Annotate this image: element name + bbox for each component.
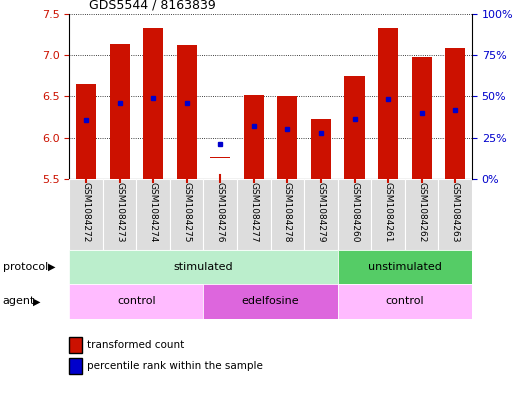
Text: GSM1084279: GSM1084279	[317, 182, 325, 243]
Text: GSM1084263: GSM1084263	[451, 182, 460, 243]
Text: stimulated: stimulated	[174, 262, 233, 272]
Bar	[278, 96, 298, 179]
Bar	[143, 28, 163, 179]
Text: GSM1084278: GSM1084278	[283, 182, 292, 243]
Text: ▶: ▶	[33, 296, 41, 307]
Text: transformed count: transformed count	[87, 340, 185, 350]
Text: unstimulated: unstimulated	[368, 262, 442, 272]
Text: ▶: ▶	[48, 262, 55, 272]
Bar	[445, 48, 465, 179]
Text: control: control	[386, 296, 424, 307]
Bar	[411, 57, 432, 179]
Text: GSM1084272: GSM1084272	[82, 182, 90, 243]
Bar	[338, 284, 472, 319]
Bar	[338, 250, 472, 284]
Bar	[237, 179, 271, 250]
Bar	[103, 179, 136, 250]
Bar	[176, 45, 197, 179]
Text: GSM1084261: GSM1084261	[384, 182, 392, 243]
Bar	[69, 179, 103, 250]
Bar	[405, 179, 439, 250]
Text: protocol: protocol	[3, 262, 48, 272]
Text: GSM1084275: GSM1084275	[182, 182, 191, 243]
Bar	[136, 179, 170, 250]
Bar	[311, 119, 331, 179]
Bar	[170, 179, 204, 250]
Bar	[69, 284, 204, 319]
Text: percentile rank within the sample: percentile rank within the sample	[87, 361, 263, 371]
Bar	[371, 179, 405, 250]
Text: GSM1084274: GSM1084274	[149, 182, 157, 243]
Text: GSM1084260: GSM1084260	[350, 182, 359, 243]
Text: GSM1084273: GSM1084273	[115, 182, 124, 243]
Bar	[204, 284, 338, 319]
Bar	[271, 179, 304, 250]
Bar	[110, 44, 130, 179]
Bar	[244, 95, 264, 179]
Bar	[210, 156, 230, 158]
Text: GSM1084276: GSM1084276	[216, 182, 225, 243]
Bar	[304, 179, 338, 250]
Text: edelfosine: edelfosine	[242, 296, 300, 307]
Bar	[204, 179, 237, 250]
Bar	[378, 28, 398, 179]
Text: control: control	[117, 296, 155, 307]
Text: GSM1084277: GSM1084277	[249, 182, 259, 243]
Bar	[439, 179, 472, 250]
Text: agent: agent	[3, 296, 35, 307]
Text: GSM1084262: GSM1084262	[417, 182, 426, 243]
Bar	[338, 179, 371, 250]
Bar	[76, 84, 96, 179]
Bar	[69, 250, 338, 284]
Bar	[344, 75, 365, 179]
Text: GDS5544 / 8163839: GDS5544 / 8163839	[89, 0, 216, 11]
